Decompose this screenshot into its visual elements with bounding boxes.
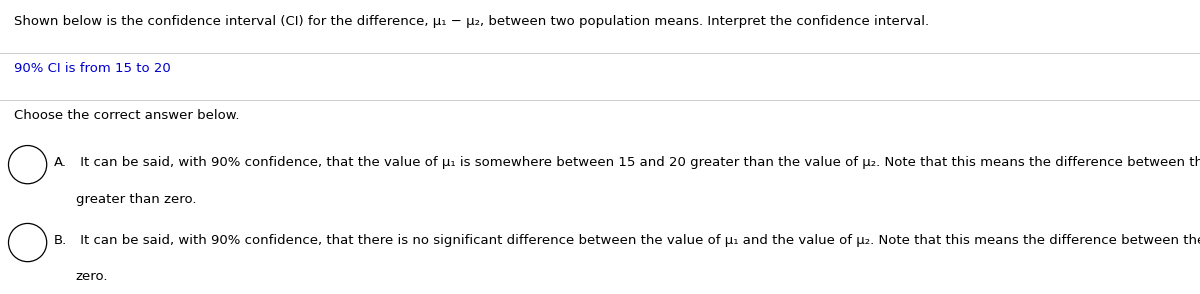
Text: B.: B. <box>54 234 67 247</box>
Text: It can be said, with 90% confidence, that the value of μ₁ is somewhere between 1: It can be said, with 90% confidence, tha… <box>76 156 1200 169</box>
Text: Shown below is the confidence interval (CI) for the difference, μ₁ − μ₂, between: Shown below is the confidence interval (… <box>14 15 930 28</box>
Text: zero.: zero. <box>76 270 108 283</box>
Text: Choose the correct answer below.: Choose the correct answer below. <box>14 109 240 122</box>
Text: greater than zero.: greater than zero. <box>76 193 196 206</box>
Text: 90% CI is from 15 to 20: 90% CI is from 15 to 20 <box>14 62 172 75</box>
Text: It can be said, with 90% confidence, that there is no significant difference bet: It can be said, with 90% confidence, tha… <box>76 234 1200 247</box>
Text: A.: A. <box>54 156 67 169</box>
